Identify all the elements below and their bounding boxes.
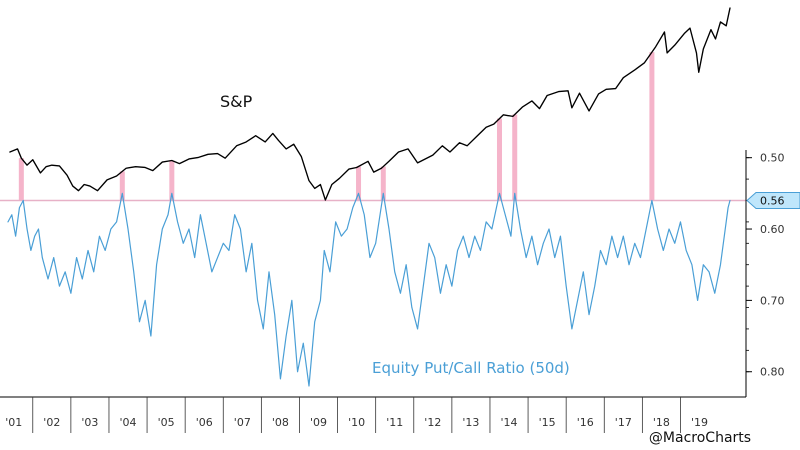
right-ticks: 0.50 0.60 0.70 0.80 [746,152,785,379]
x-axis-year-label: '05 [158,416,175,429]
right-axis-tick-label: 0.80 [760,366,785,379]
sp-line [9,7,731,201]
x-tick-labels: '01 '02 '03 '04 '05 '06 '07 '08 '09 '10 '11 '12 '13 '… [5,416,708,429]
x-axis-year-label: '08 [272,416,289,429]
x-axis-year-label: '14 [501,416,518,429]
put-call-series-label: Equity Put/Call Ratio (50d) [372,359,570,377]
put-call-ratio-line [7,192,731,387]
right-axis-tick-label: 0.60 [760,223,785,236]
x-axis-year-label: '07 [234,416,251,429]
current-value-marker: 0.56 [746,191,800,209]
x-axis-year-label: '09 [310,416,327,429]
watermark: @MacroCharts [649,430,751,446]
x-axis-year-label: '10 [348,416,365,429]
x-ticks [32,397,681,433]
x-axis-year-label: '06 [196,416,213,429]
right-axis-tick-label: 0.70 [760,294,785,307]
x-axis-year-label: '11 [386,416,403,429]
x-axis-year-label: '19 [691,416,708,429]
highlight-bar [169,160,175,201]
highlight-bar [649,52,655,201]
x-axis-year-label: '01 [5,416,22,429]
x-axis-year-label: '18 [653,416,670,429]
highlight-bar [18,158,24,201]
current-value-box [746,191,800,209]
right-axis-tick-label: 0.50 [760,152,785,165]
x-axis-year-label: '12 [424,416,441,429]
highlight-bar [356,166,362,201]
highlight-bar [380,166,386,201]
highlight-bars [18,52,655,201]
sp-series-label: S&P [220,92,253,111]
x-axis-year-label: '15 [539,416,556,429]
x-axis-year-label: '02 [43,416,60,429]
x-axis-year-label: '13 [462,416,479,429]
highlight-bar [496,118,502,201]
highlight-bar [119,171,125,201]
highlight-bar [512,114,518,201]
x-axis-year-label: '04 [120,416,137,429]
x-axis-year-label: '03 [81,416,98,429]
x-axis-year-label: '17 [615,416,632,429]
x-axis-year-label: '16 [577,416,594,429]
current-value-label: 0.56 [760,194,785,207]
